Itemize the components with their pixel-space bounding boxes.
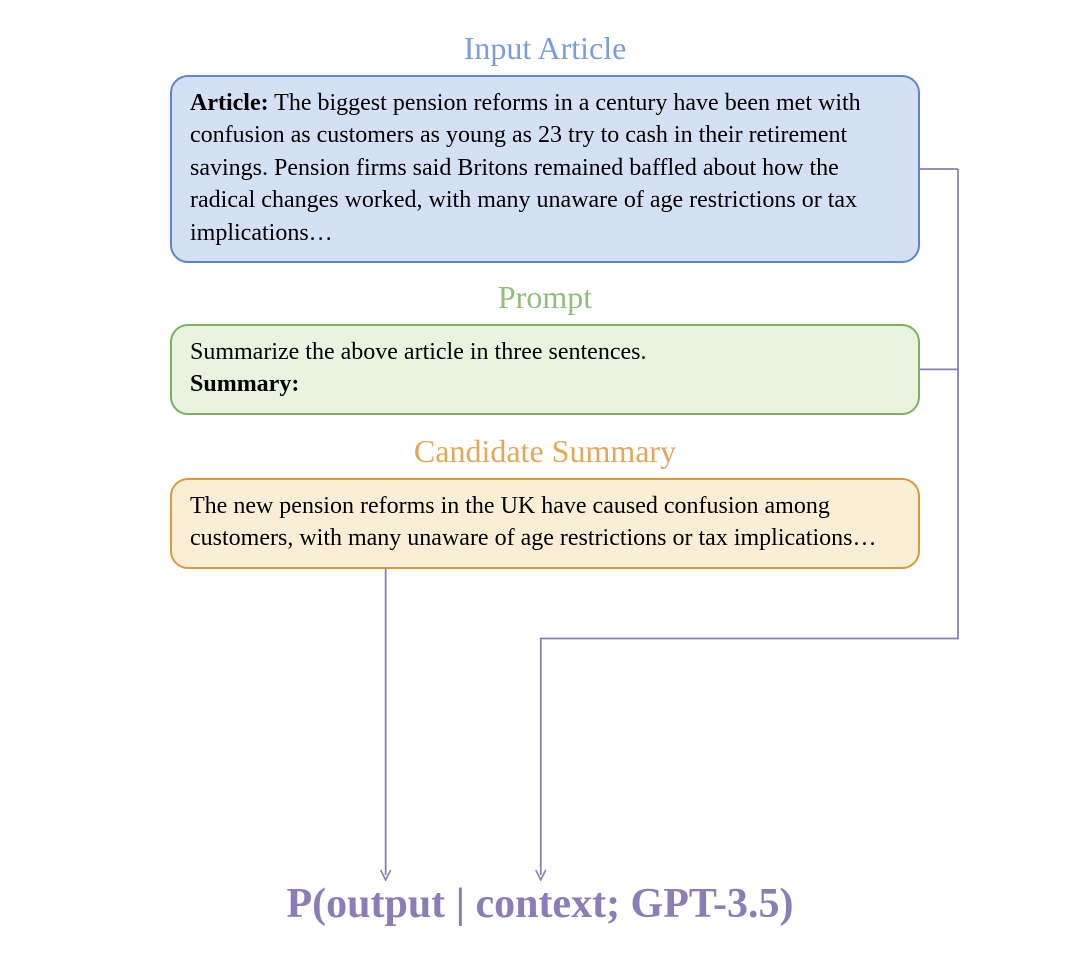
- article-title: Input Article: [170, 30, 920, 67]
- article-text: The biggest pension reforms in a century…: [190, 90, 861, 246]
- summary-title: Candidate Summary: [170, 433, 920, 470]
- diagram-container: Input Article Article: The biggest pensi…: [170, 30, 920, 569]
- formula-output: output: [326, 881, 445, 927]
- article-label: Article:: [190, 90, 269, 116]
- prompt-box: Summarize the above article in three sen…: [170, 324, 920, 415]
- prompt-title: Prompt: [170, 279, 920, 316]
- formula-p: P(: [286, 881, 326, 927]
- article-box: Article: The biggest pension reforms in …: [170, 75, 920, 263]
- formula-bar: |: [445, 881, 475, 927]
- formula-row: P(output | context; GPT-3.5): [0, 880, 1080, 928]
- prompt-label: Summary:: [190, 368, 900, 400]
- formula: P(output | context; GPT-3.5): [286, 881, 793, 927]
- summary-box: The new pension reforms in the UK have c…: [170, 478, 920, 569]
- prompt-line1: Summarize the above article in three sen…: [190, 336, 900, 368]
- formula-model: ; GPT-3.5): [606, 881, 793, 927]
- formula-context: context: [475, 881, 606, 927]
- summary-text: The new pension reforms in the UK have c…: [190, 493, 876, 551]
